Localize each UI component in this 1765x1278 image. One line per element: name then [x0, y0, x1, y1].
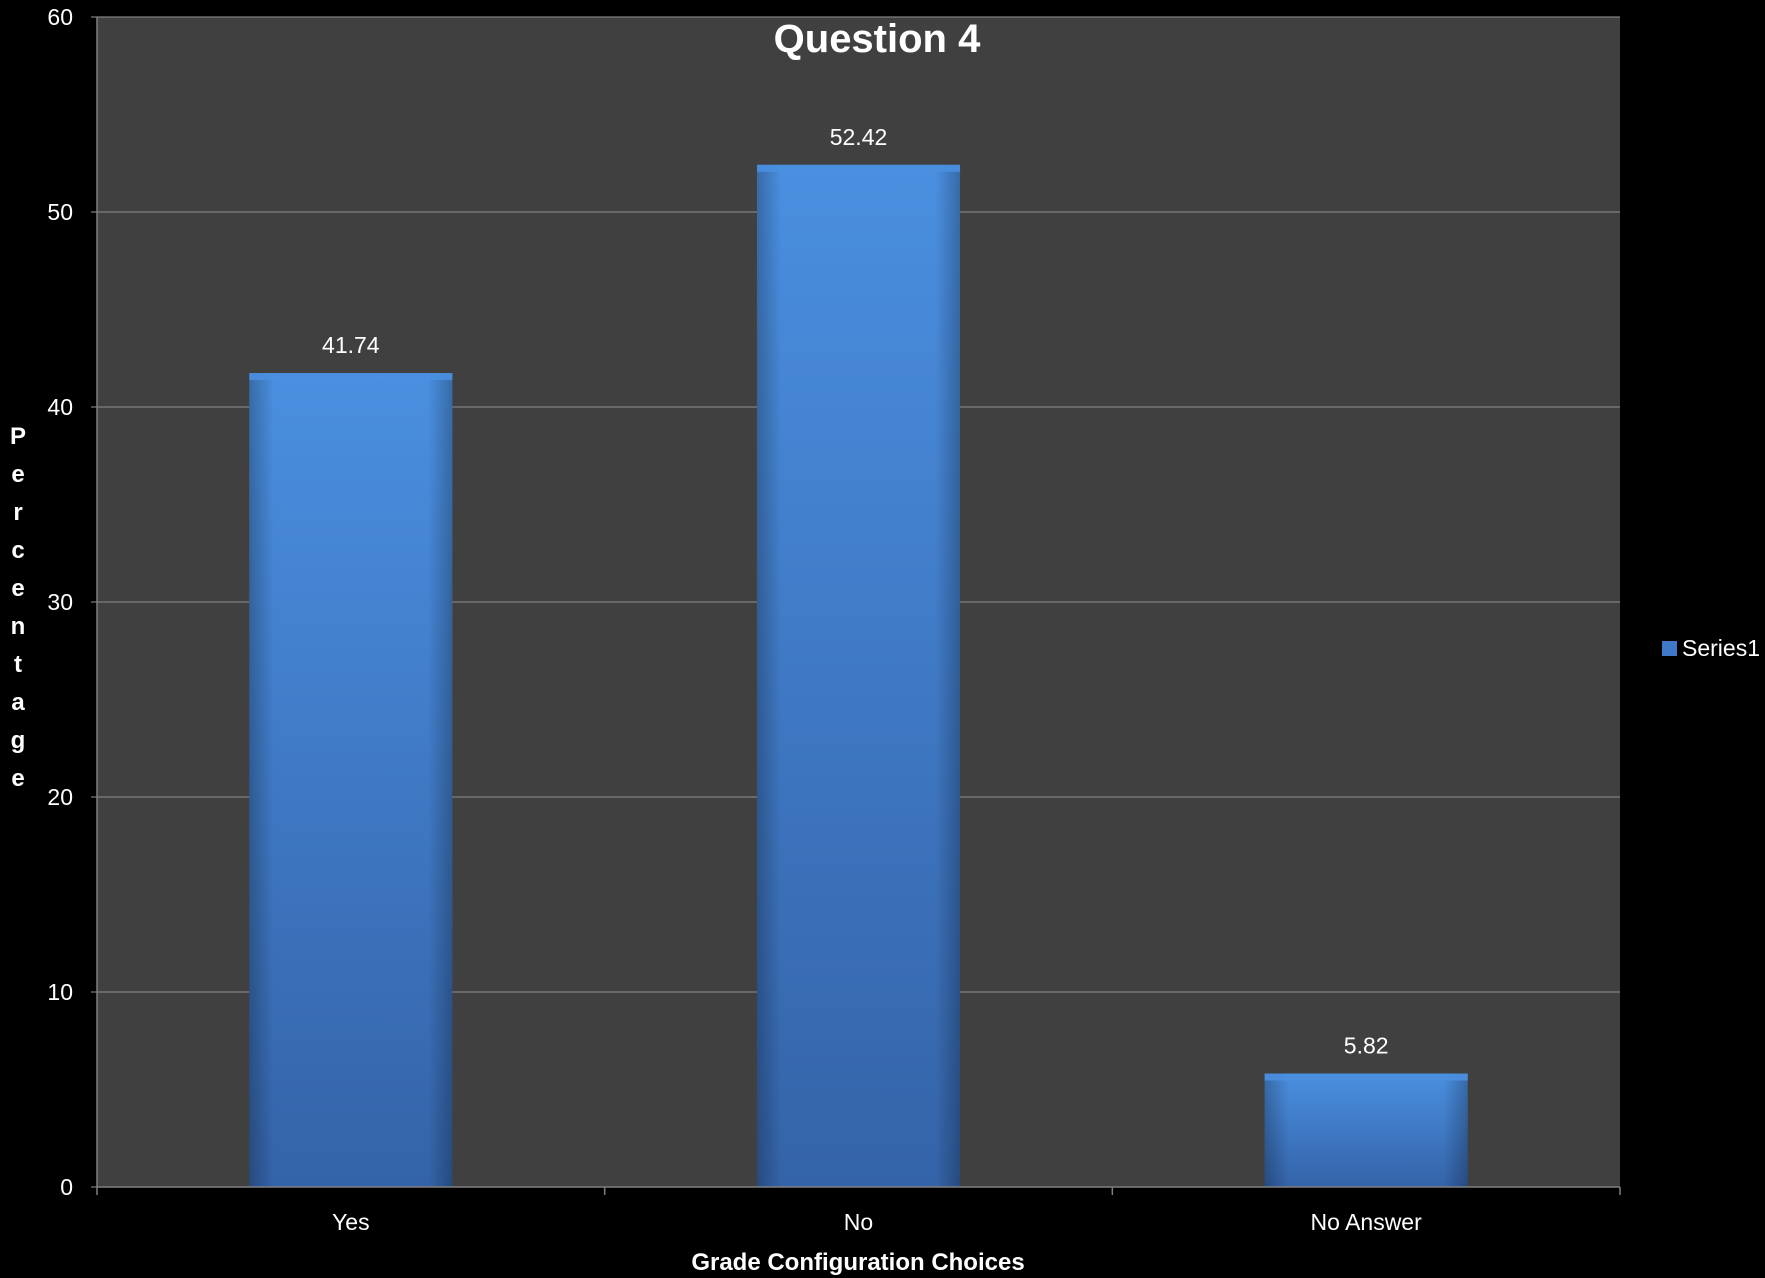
category-label-yes: Yes — [332, 1209, 370, 1235]
y-axis-title-letter: a — [11, 689, 25, 716]
y-axis-title-letter: t — [14, 651, 22, 678]
axes — [91, 16, 1621, 1195]
y-axis-title-letter: P — [10, 423, 26, 450]
category-label-no-answer: No Answer — [1311, 1209, 1423, 1235]
y-tick-label-50: 50 — [47, 199, 73, 225]
legend: Series1 — [1662, 635, 1760, 661]
bar-shade-no-answer — [1264, 1073, 1468, 1187]
y-axis-title-letter: g — [11, 727, 26, 754]
data-label-no-answer: 5.82 — [1344, 1033, 1389, 1059]
legend-swatch-series1 — [1662, 641, 1677, 656]
bar-cap-no-answer — [1264, 1073, 1468, 1081]
bar-cap-no — [756, 164, 961, 172]
y-tick-label-10: 10 — [47, 979, 73, 1005]
bars — [249, 164, 1468, 1187]
y-axis-title-letter: e — [11, 461, 24, 488]
bar-cap-yes — [249, 373, 453, 381]
data-label-no: 52.42 — [830, 124, 888, 150]
legend-label-series1: Series1 — [1682, 635, 1760, 661]
y-tick-label-20: 20 — [47, 784, 73, 810]
bar-shade-no — [756, 164, 961, 1187]
y-axis-title-letter: r — [13, 499, 22, 526]
y-axis-title-letter: e — [11, 765, 24, 792]
y-axis-title-letter: n — [11, 613, 26, 640]
category-label-no: No — [844, 1209, 873, 1235]
y-tick-label-0: 0 — [60, 1174, 73, 1200]
labels: 0 10 20 30 40 50 60 41.74 Yes 52.42 No 5.82 No Answe… — [47, 4, 1422, 1235]
data-label-yes: 41.74 — [322, 332, 380, 358]
y-tick-label-60: 60 — [47, 4, 73, 30]
chart-title: Question 4 — [774, 17, 981, 61]
y-axis-title-letter: e — [11, 575, 24, 602]
y-tick-label-40: 40 — [47, 394, 73, 420]
x-axis-title: Grade Configuration Choices — [691, 1249, 1024, 1276]
bar-shade-yes — [249, 373, 453, 1187]
y-tick-label-30: 30 — [47, 589, 73, 615]
y-axis-title-letter: c — [11, 537, 24, 564]
